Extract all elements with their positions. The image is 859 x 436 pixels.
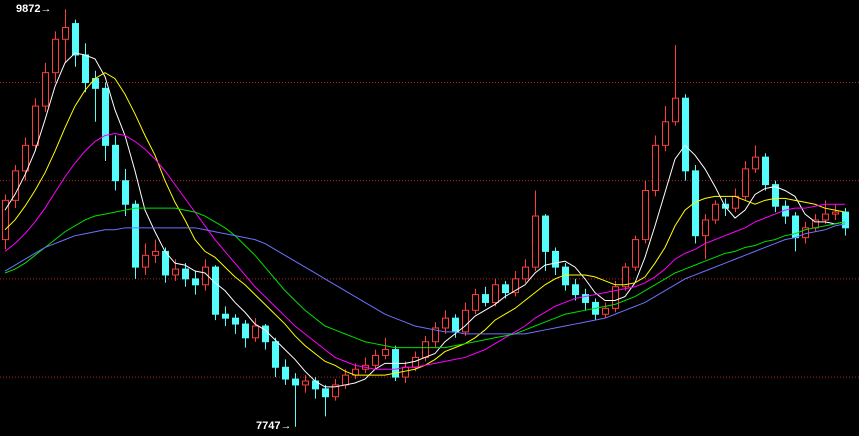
moving-average-line	[4, 133, 845, 370]
candle-body	[22, 144, 29, 172]
candle-body	[212, 266, 219, 315]
moving-average-line	[4, 223, 846, 335]
candle-body	[52, 38, 59, 74]
candle-body	[82, 54, 89, 83]
candle-body	[442, 317, 449, 329]
candle-body	[572, 284, 579, 296]
candle-body	[702, 219, 709, 237]
candle-body	[422, 341, 429, 358]
candle-body	[302, 380, 309, 386]
candle-body	[222, 313, 229, 319]
candle-body	[472, 294, 479, 311]
candle-body	[122, 180, 129, 205]
candle-body	[542, 215, 549, 252]
moving-average-line	[4, 207, 846, 349]
candle-body	[432, 327, 439, 343]
candle-body	[452, 317, 459, 333]
candle-body	[72, 23, 79, 56]
candle-body	[752, 156, 759, 170]
candle-body	[832, 211, 839, 215]
candle-body	[602, 307, 609, 315]
candle-body	[242, 323, 249, 339]
candle-body	[282, 366, 289, 380]
candle-body	[192, 278, 199, 286]
candle-body	[372, 354, 379, 366]
candle-body	[12, 170, 19, 201]
candle-body	[712, 203, 719, 221]
candle-body	[672, 97, 679, 123]
candle-body	[642, 190, 649, 241]
candle-body	[382, 349, 389, 356]
extreme-label: 7747→	[256, 420, 291, 432]
extreme-label: 9872→	[16, 3, 51, 15]
candle-body	[112, 144, 119, 182]
candle-body	[822, 213, 829, 221]
candle-body	[332, 384, 339, 398]
candle-body	[342, 374, 349, 386]
candle-body	[772, 184, 779, 207]
candle-body	[502, 284, 509, 294]
candle-body	[582, 294, 589, 303]
candle-body	[462, 309, 469, 333]
candle-body	[142, 254, 149, 268]
candle-body	[172, 268, 179, 276]
candle-body	[412, 356, 419, 368]
candle-body	[402, 366, 409, 378]
candle-body	[682, 97, 689, 172]
candle-body	[662, 121, 669, 146]
candle-body	[742, 168, 749, 197]
candle-body	[62, 26, 69, 40]
candle-body	[232, 317, 239, 325]
candle-body	[692, 170, 699, 237]
candle-body	[272, 341, 279, 368]
candle-body	[612, 286, 619, 309]
candle-body	[522, 266, 529, 280]
moving-average-line	[4, 52, 846, 388]
candle-body	[132, 203, 139, 268]
candle-body	[732, 195, 739, 209]
candle-body	[292, 378, 299, 386]
candle-body	[842, 211, 849, 229]
candle-body	[322, 388, 329, 398]
candle-body	[762, 156, 769, 186]
candle-body	[262, 325, 269, 343]
candle-body	[632, 239, 639, 268]
candle-body	[552, 250, 559, 268]
candle-body	[532, 215, 539, 268]
candle-body	[102, 87, 109, 146]
candle-body	[482, 294, 489, 303]
candle-body	[652, 144, 659, 192]
candle-body	[152, 250, 159, 256]
candle-body	[512, 278, 519, 294]
candle-body	[182, 268, 189, 280]
candle-body	[32, 105, 39, 146]
candle-body	[252, 325, 259, 339]
candle-body	[42, 72, 49, 107]
candle-body	[2, 199, 9, 241]
candle-body	[622, 266, 629, 288]
candle-body	[492, 284, 499, 303]
